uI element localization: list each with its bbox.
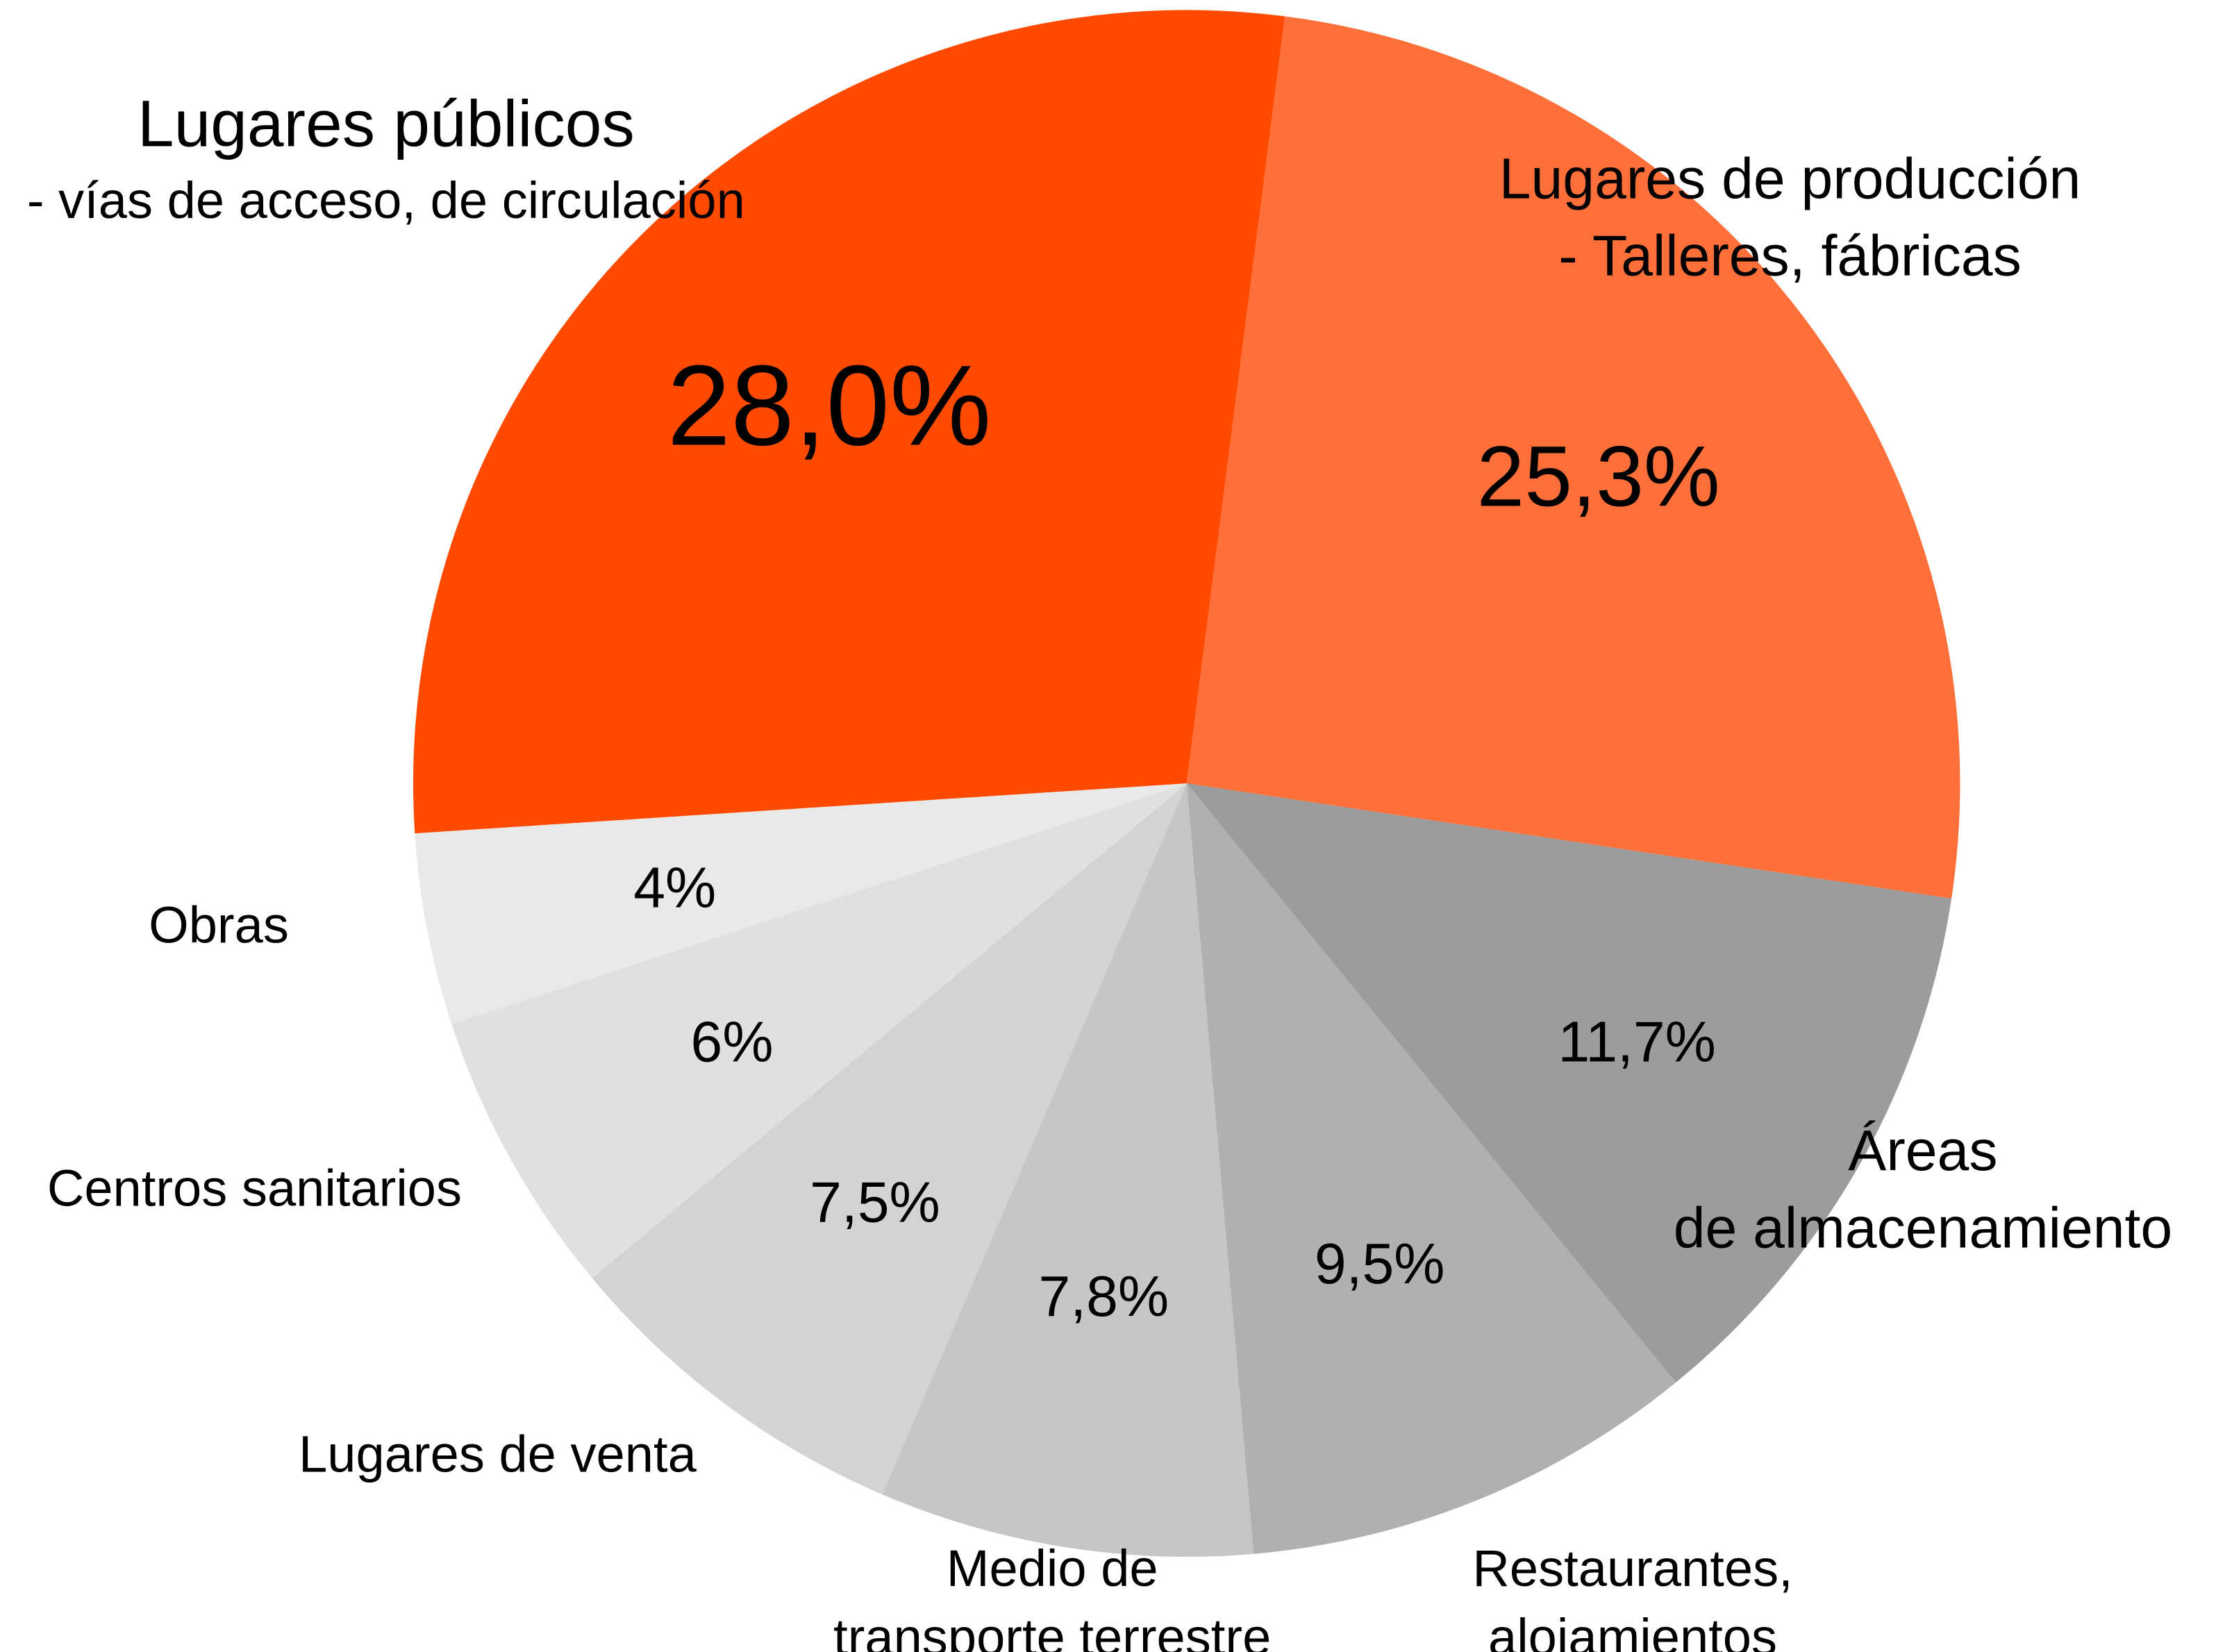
category-label: Lugares públicos bbox=[138, 87, 635, 160]
category-label: alojamientos bbox=[1488, 1608, 1777, 1652]
category-label: Lugares de venta bbox=[299, 1425, 697, 1483]
pie-slice bbox=[451, 783, 1187, 1278]
category-label: Áreas bbox=[1848, 1119, 1997, 1183]
category-label: - vías de acceso, de circulación bbox=[27, 172, 745, 229]
pie-slice bbox=[592, 783, 1187, 1495]
pie-slice bbox=[1186, 783, 1676, 1554]
category-label: Restaurantes, bbox=[1472, 1540, 1792, 1597]
value-label: 7,5% bbox=[810, 1170, 940, 1234]
value-label: 6% bbox=[691, 1010, 774, 1074]
value-label: 25,3% bbox=[1477, 428, 1720, 524]
value-label: 11,7% bbox=[1558, 1010, 1716, 1074]
value-label: 9,5% bbox=[1315, 1232, 1445, 1296]
category-label: Lugares de producción bbox=[1499, 147, 2081, 210]
value-label: 7,8% bbox=[1038, 1265, 1169, 1328]
category-label: - Talleres, fábricas bbox=[1558, 224, 2022, 287]
category-label: Medio de bbox=[947, 1540, 1158, 1597]
category-label: Obras bbox=[149, 896, 289, 954]
value-label: 28,0% bbox=[667, 342, 992, 469]
category-label: transporte terrestre bbox=[833, 1608, 1271, 1652]
category-label: Centros sanitarios bbox=[47, 1160, 462, 1217]
category-label: de almacenamiento bbox=[1674, 1196, 2173, 1260]
pie-slice bbox=[413, 10, 1285, 834]
pie-slice bbox=[1186, 783, 1952, 1383]
pie-slice bbox=[1186, 16, 1960, 899]
value-label: 4% bbox=[633, 856, 716, 919]
pie-slice bbox=[415, 783, 1187, 1024]
pie-slice bbox=[882, 783, 1254, 1557]
